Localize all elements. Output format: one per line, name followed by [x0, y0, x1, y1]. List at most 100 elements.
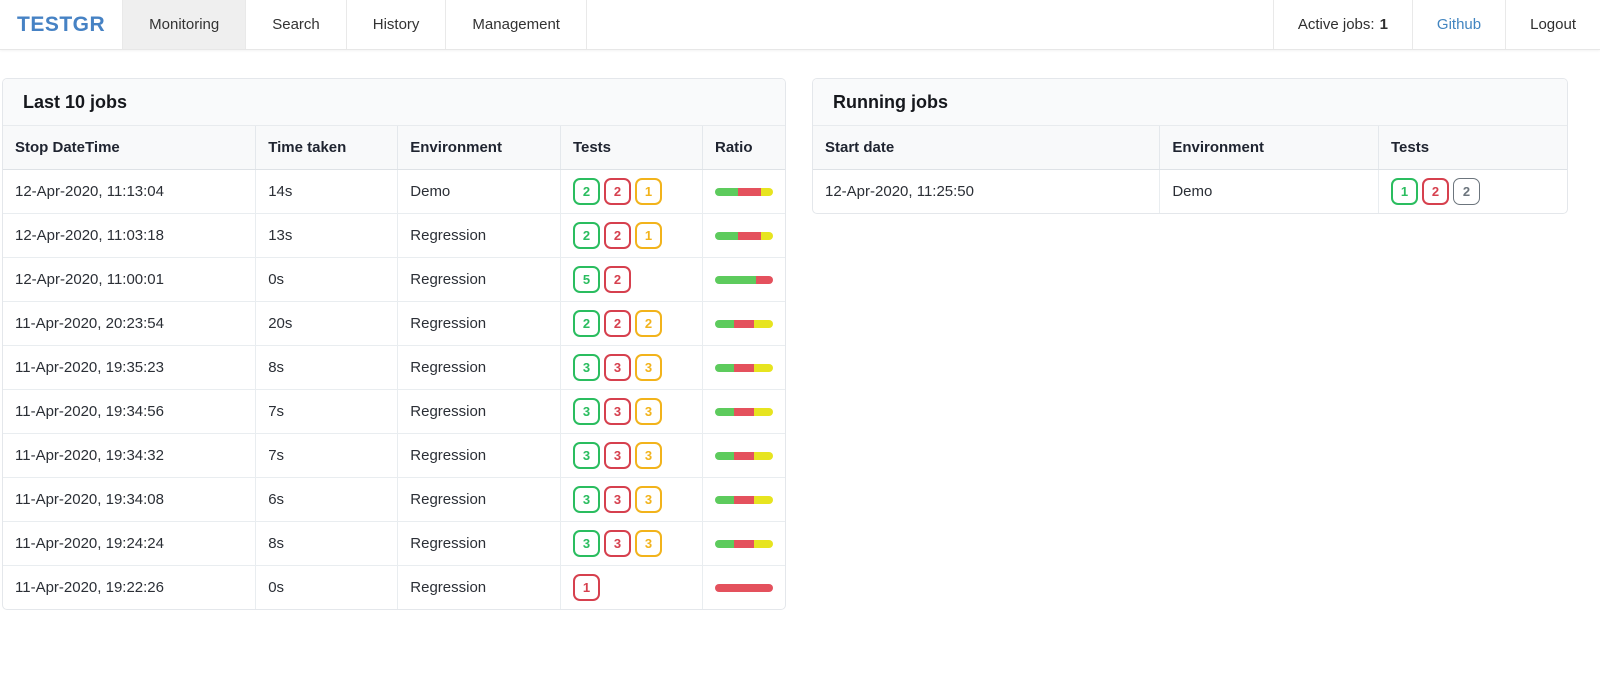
environment-cell: Regression [397, 389, 561, 434]
test-count-badge-success: 3 [572, 354, 600, 381]
nav-tabs: Monitoring Search History Management [122, 0, 587, 49]
environment-cell: Regression [397, 257, 561, 302]
start-date-cell: 12-Apr-2020, 11:25:50 [813, 169, 1161, 213]
ratio-cell [702, 477, 785, 522]
github-link[interactable]: Github [1411, 0, 1505, 49]
brand-logo[interactable]: TESTGR [17, 12, 106, 36]
test-count-badge-success: 2 [572, 178, 600, 205]
nav-tab-history[interactable]: History [345, 0, 446, 49]
environment-cell: Demo [397, 169, 561, 214]
running-jobs-body: 12-Apr-2020, 11:25:50 Demo 1 2 2 [813, 169, 1567, 214]
job-row[interactable]: 12-Apr-2020, 11:13:04 14s Demo 2 2 1 [3, 169, 785, 214]
ratio-cell [702, 389, 785, 434]
test-count-badge-warning: 3 [634, 354, 662, 381]
test-count-badge-warning: 3 [634, 486, 662, 513]
stop-datetime-cell: 11-Apr-2020, 19:35:23 [3, 345, 257, 390]
test-count-badge-secondary: 2 [1452, 178, 1480, 205]
job-row[interactable]: 11-Apr-2020, 19:34:32 7s Regression 3 3 3 [3, 433, 785, 478]
ratio-cell [702, 565, 785, 609]
test-count-badge-success: 2 [572, 310, 600, 337]
ratio-bar [714, 363, 773, 372]
ratio-segment-warning [753, 319, 773, 328]
ratio-segment-warning [753, 495, 773, 504]
active-jobs-status: Active jobs: 1 [1272, 0, 1412, 49]
environment-cell: Regression [397, 521, 561, 566]
stop-datetime-cell: 12-Apr-2020, 11:13:04 [3, 169, 257, 214]
time-taken-cell: 7s [255, 433, 399, 478]
test-count-badge-success: 3 [572, 442, 600, 469]
nav-tab-management[interactable]: Management [445, 0, 587, 49]
ratio-segment-success [714, 495, 735, 504]
job-row[interactable]: 12-Apr-2020, 11:00:01 0s Regression 5 2 [3, 257, 785, 302]
job-row[interactable]: 12-Apr-2020, 11:03:18 13s Regression 2 2 1 [3, 213, 785, 258]
ratio-segment-danger [734, 451, 754, 460]
ratio-segment-danger [734, 539, 754, 548]
active-jobs-count: 1 [1379, 16, 1388, 33]
running-jobs-title: Running jobs [813, 79, 1567, 126]
stop-datetime-cell: 11-Apr-2020, 19:34:32 [3, 433, 257, 478]
stop-datetime-cell: 12-Apr-2020, 11:00:01 [3, 257, 257, 302]
last-jobs-body: 12-Apr-2020, 11:13:04 14s Demo 2 2 1 12-Apr-20… [3, 169, 785, 609]
environment-cell: Demo [1159, 169, 1379, 213]
test-count-badge-danger: 1 [572, 574, 600, 601]
job-row[interactable]: 11-Apr-2020, 19:34:56 7s Regression 3 3 3 [3, 389, 785, 434]
stop-datetime-cell: 11-Apr-2020, 20:23:54 [3, 301, 257, 346]
job-row[interactable]: 11-Apr-2020, 19:22:26 0s Regression 1 [3, 565, 785, 609]
time-taken-cell: 8s [255, 521, 399, 566]
ratio-cell [702, 345, 785, 390]
ratio-cell [702, 170, 785, 214]
ratio-cell [702, 257, 785, 302]
ratio-bar [714, 495, 773, 504]
stop-datetime-cell: 11-Apr-2020, 19:34:08 [3, 477, 257, 522]
ratio-segment-warning [761, 231, 773, 240]
time-taken-cell: 0s [255, 257, 399, 302]
test-count-badge-danger: 3 [603, 442, 631, 469]
job-row[interactable]: 11-Apr-2020, 20:23:54 20s Regression 2 2 2 [3, 301, 785, 346]
ratio-segment-danger [734, 495, 754, 504]
time-taken-cell: 8s [255, 345, 399, 390]
time-taken-cell: 7s [255, 389, 399, 434]
test-count-badge-success: 3 [572, 398, 600, 425]
ratio-segment-warning [753, 407, 773, 416]
ratio-bar [714, 407, 773, 416]
time-taken-cell: 0s [255, 565, 399, 609]
last-jobs-table: Stop DateTime Time taken Environment Tests R… [3, 126, 785, 609]
test-count-badge-danger: 3 [603, 354, 631, 381]
ratio-bar [714, 187, 773, 196]
column-header: Environment [397, 126, 561, 170]
job-row[interactable]: 11-Apr-2020, 19:34:08 6s Regression 3 3 3 [3, 477, 785, 522]
ratio-segment-danger [734, 407, 754, 416]
ratio-bar [714, 583, 773, 592]
job-row[interactable]: 11-Apr-2020, 19:24:24 8s Regression 3 3 3 [3, 521, 785, 566]
running-job-row[interactable]: 12-Apr-2020, 11:25:50 Demo 1 2 2 [813, 169, 1567, 214]
test-count-badge-success: 3 [572, 530, 600, 557]
running-jobs-table: Start date Environment Tests 12-Apr-2020, … [813, 126, 1567, 213]
column-header: Start date [813, 126, 1161, 170]
ratio-segment-success [714, 363, 735, 372]
navbar: TESTGR Monitoring Search History Management… [0, 0, 1600, 50]
ratio-segment-danger [714, 583, 773, 592]
logout-button[interactable]: Logout [1505, 0, 1600, 49]
column-header: Ratio [702, 126, 785, 170]
job-row[interactable]: 11-Apr-2020, 19:35:23 8s Regression 3 3 3 [3, 345, 785, 390]
test-count-badge-success: 5 [572, 266, 600, 293]
stop-datetime-cell: 11-Apr-2020, 19:24:24 [3, 521, 257, 566]
ratio-bar [714, 451, 773, 460]
test-count-badge-warning: 1 [634, 222, 662, 249]
time-taken-cell: 14s [255, 169, 399, 214]
ratio-segment-success [714, 451, 735, 460]
environment-cell: Regression [397, 213, 561, 258]
environment-cell: Regression [397, 345, 561, 390]
nav-tab-monitoring[interactable]: Monitoring [122, 0, 246, 49]
last-jobs-title: Last 10 jobs [3, 79, 785, 126]
ratio-segment-danger [756, 275, 773, 284]
nav-tab-search[interactable]: Search [245, 0, 346, 49]
ratio-segment-success [714, 187, 739, 196]
running-jobs-card: Running jobs Start date Environment Tests … [812, 78, 1568, 214]
